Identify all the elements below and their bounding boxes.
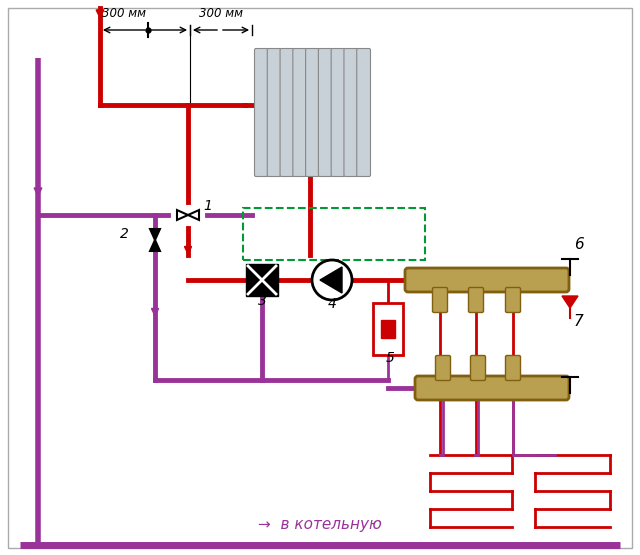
FancyBboxPatch shape (293, 48, 307, 176)
FancyBboxPatch shape (268, 48, 281, 176)
Polygon shape (320, 267, 342, 293)
FancyBboxPatch shape (506, 356, 520, 381)
Text: 7: 7 (574, 314, 584, 329)
Polygon shape (177, 210, 188, 220)
FancyBboxPatch shape (318, 48, 332, 176)
Text: 3: 3 (257, 294, 266, 308)
FancyBboxPatch shape (280, 48, 294, 176)
FancyBboxPatch shape (470, 356, 486, 381)
Polygon shape (150, 229, 160, 240)
FancyBboxPatch shape (331, 48, 345, 176)
FancyBboxPatch shape (381, 320, 395, 338)
Text: 5: 5 (385, 351, 394, 365)
FancyBboxPatch shape (435, 356, 451, 381)
Polygon shape (246, 264, 278, 296)
FancyBboxPatch shape (415, 376, 569, 400)
Circle shape (312, 260, 352, 300)
FancyBboxPatch shape (468, 287, 483, 312)
FancyBboxPatch shape (433, 287, 447, 312)
FancyBboxPatch shape (405, 268, 569, 292)
FancyBboxPatch shape (373, 303, 403, 355)
FancyBboxPatch shape (344, 48, 358, 176)
FancyBboxPatch shape (356, 48, 371, 176)
Polygon shape (562, 296, 578, 308)
Polygon shape (150, 240, 160, 251)
Text: 4: 4 (328, 297, 337, 311)
Text: 300 мм: 300 мм (102, 7, 146, 20)
Polygon shape (188, 210, 199, 220)
Text: 2: 2 (120, 227, 129, 241)
FancyBboxPatch shape (506, 287, 520, 312)
FancyBboxPatch shape (255, 48, 268, 176)
Text: 1: 1 (203, 199, 212, 213)
Text: →  в котельную: → в котельную (258, 517, 382, 532)
Text: 300 мм: 300 мм (199, 7, 243, 20)
Text: 6: 6 (574, 237, 584, 252)
FancyBboxPatch shape (306, 48, 319, 176)
